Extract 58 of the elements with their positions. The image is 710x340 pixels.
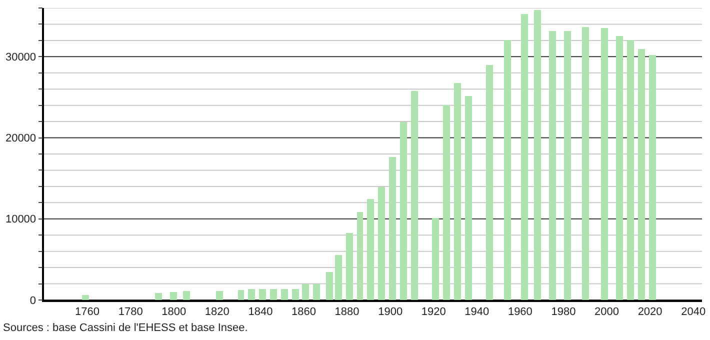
bar	[335, 255, 342, 300]
bar	[216, 291, 223, 300]
x-tick-label: 1840	[248, 306, 273, 318]
bar	[616, 36, 623, 300]
bar	[259, 289, 266, 300]
bar	[346, 233, 353, 300]
bar	[82, 295, 89, 300]
bar	[389, 157, 396, 300]
y-tick-label: 0	[30, 294, 36, 307]
bar	[486, 65, 493, 300]
bar	[302, 284, 309, 300]
x-tick-label: 1760	[75, 306, 100, 318]
bar	[248, 289, 255, 300]
x-tick-label: 1820	[204, 306, 230, 318]
x-tick-label: 1780	[118, 306, 143, 318]
source-note: Sources : base Cassini de l'EHESS et base Insee.	[3, 322, 248, 334]
bar	[504, 40, 511, 300]
bar	[564, 31, 571, 300]
bar	[521, 14, 528, 300]
bar	[627, 40, 634, 300]
bar	[281, 289, 288, 300]
y-tick-label: 10000	[5, 214, 36, 226]
bar	[638, 49, 645, 300]
bar	[155, 293, 162, 300]
x-tick-label: 1900	[378, 306, 403, 318]
bar	[270, 289, 277, 300]
x-tick-label: 1980	[551, 306, 576, 318]
bar	[649, 55, 656, 300]
bar	[292, 289, 299, 300]
bar	[170, 292, 177, 300]
x-tick-label: 2040	[681, 306, 706, 318]
bar	[326, 272, 333, 300]
bar	[443, 105, 450, 300]
bar	[183, 291, 190, 300]
bar	[534, 10, 541, 300]
x-tick-label: 2020	[638, 306, 662, 318]
x-tick-label: 1920	[421, 306, 446, 318]
bar	[400, 122, 407, 300]
x-tick-label: 1960	[508, 306, 532, 318]
y-tick-label: 30000	[5, 52, 36, 64]
x-tick-label: 1800	[162, 306, 186, 318]
bar	[357, 212, 363, 300]
bar	[465, 96, 472, 300]
bar	[582, 27, 589, 300]
x-tick-label: 2000	[594, 306, 619, 318]
bar	[549, 31, 556, 300]
x-tick-label: 1940	[464, 306, 490, 318]
bar	[454, 83, 461, 300]
bar	[601, 28, 608, 300]
x-tick-label: 1860	[292, 306, 316, 318]
y-tick-label: 20000	[5, 132, 36, 145]
x-tick-label: 1880	[334, 306, 360, 318]
bar	[313, 284, 320, 300]
bar	[411, 91, 418, 300]
bar	[238, 290, 244, 300]
bar	[432, 218, 439, 300]
bar	[367, 199, 374, 300]
bar	[378, 187, 385, 300]
